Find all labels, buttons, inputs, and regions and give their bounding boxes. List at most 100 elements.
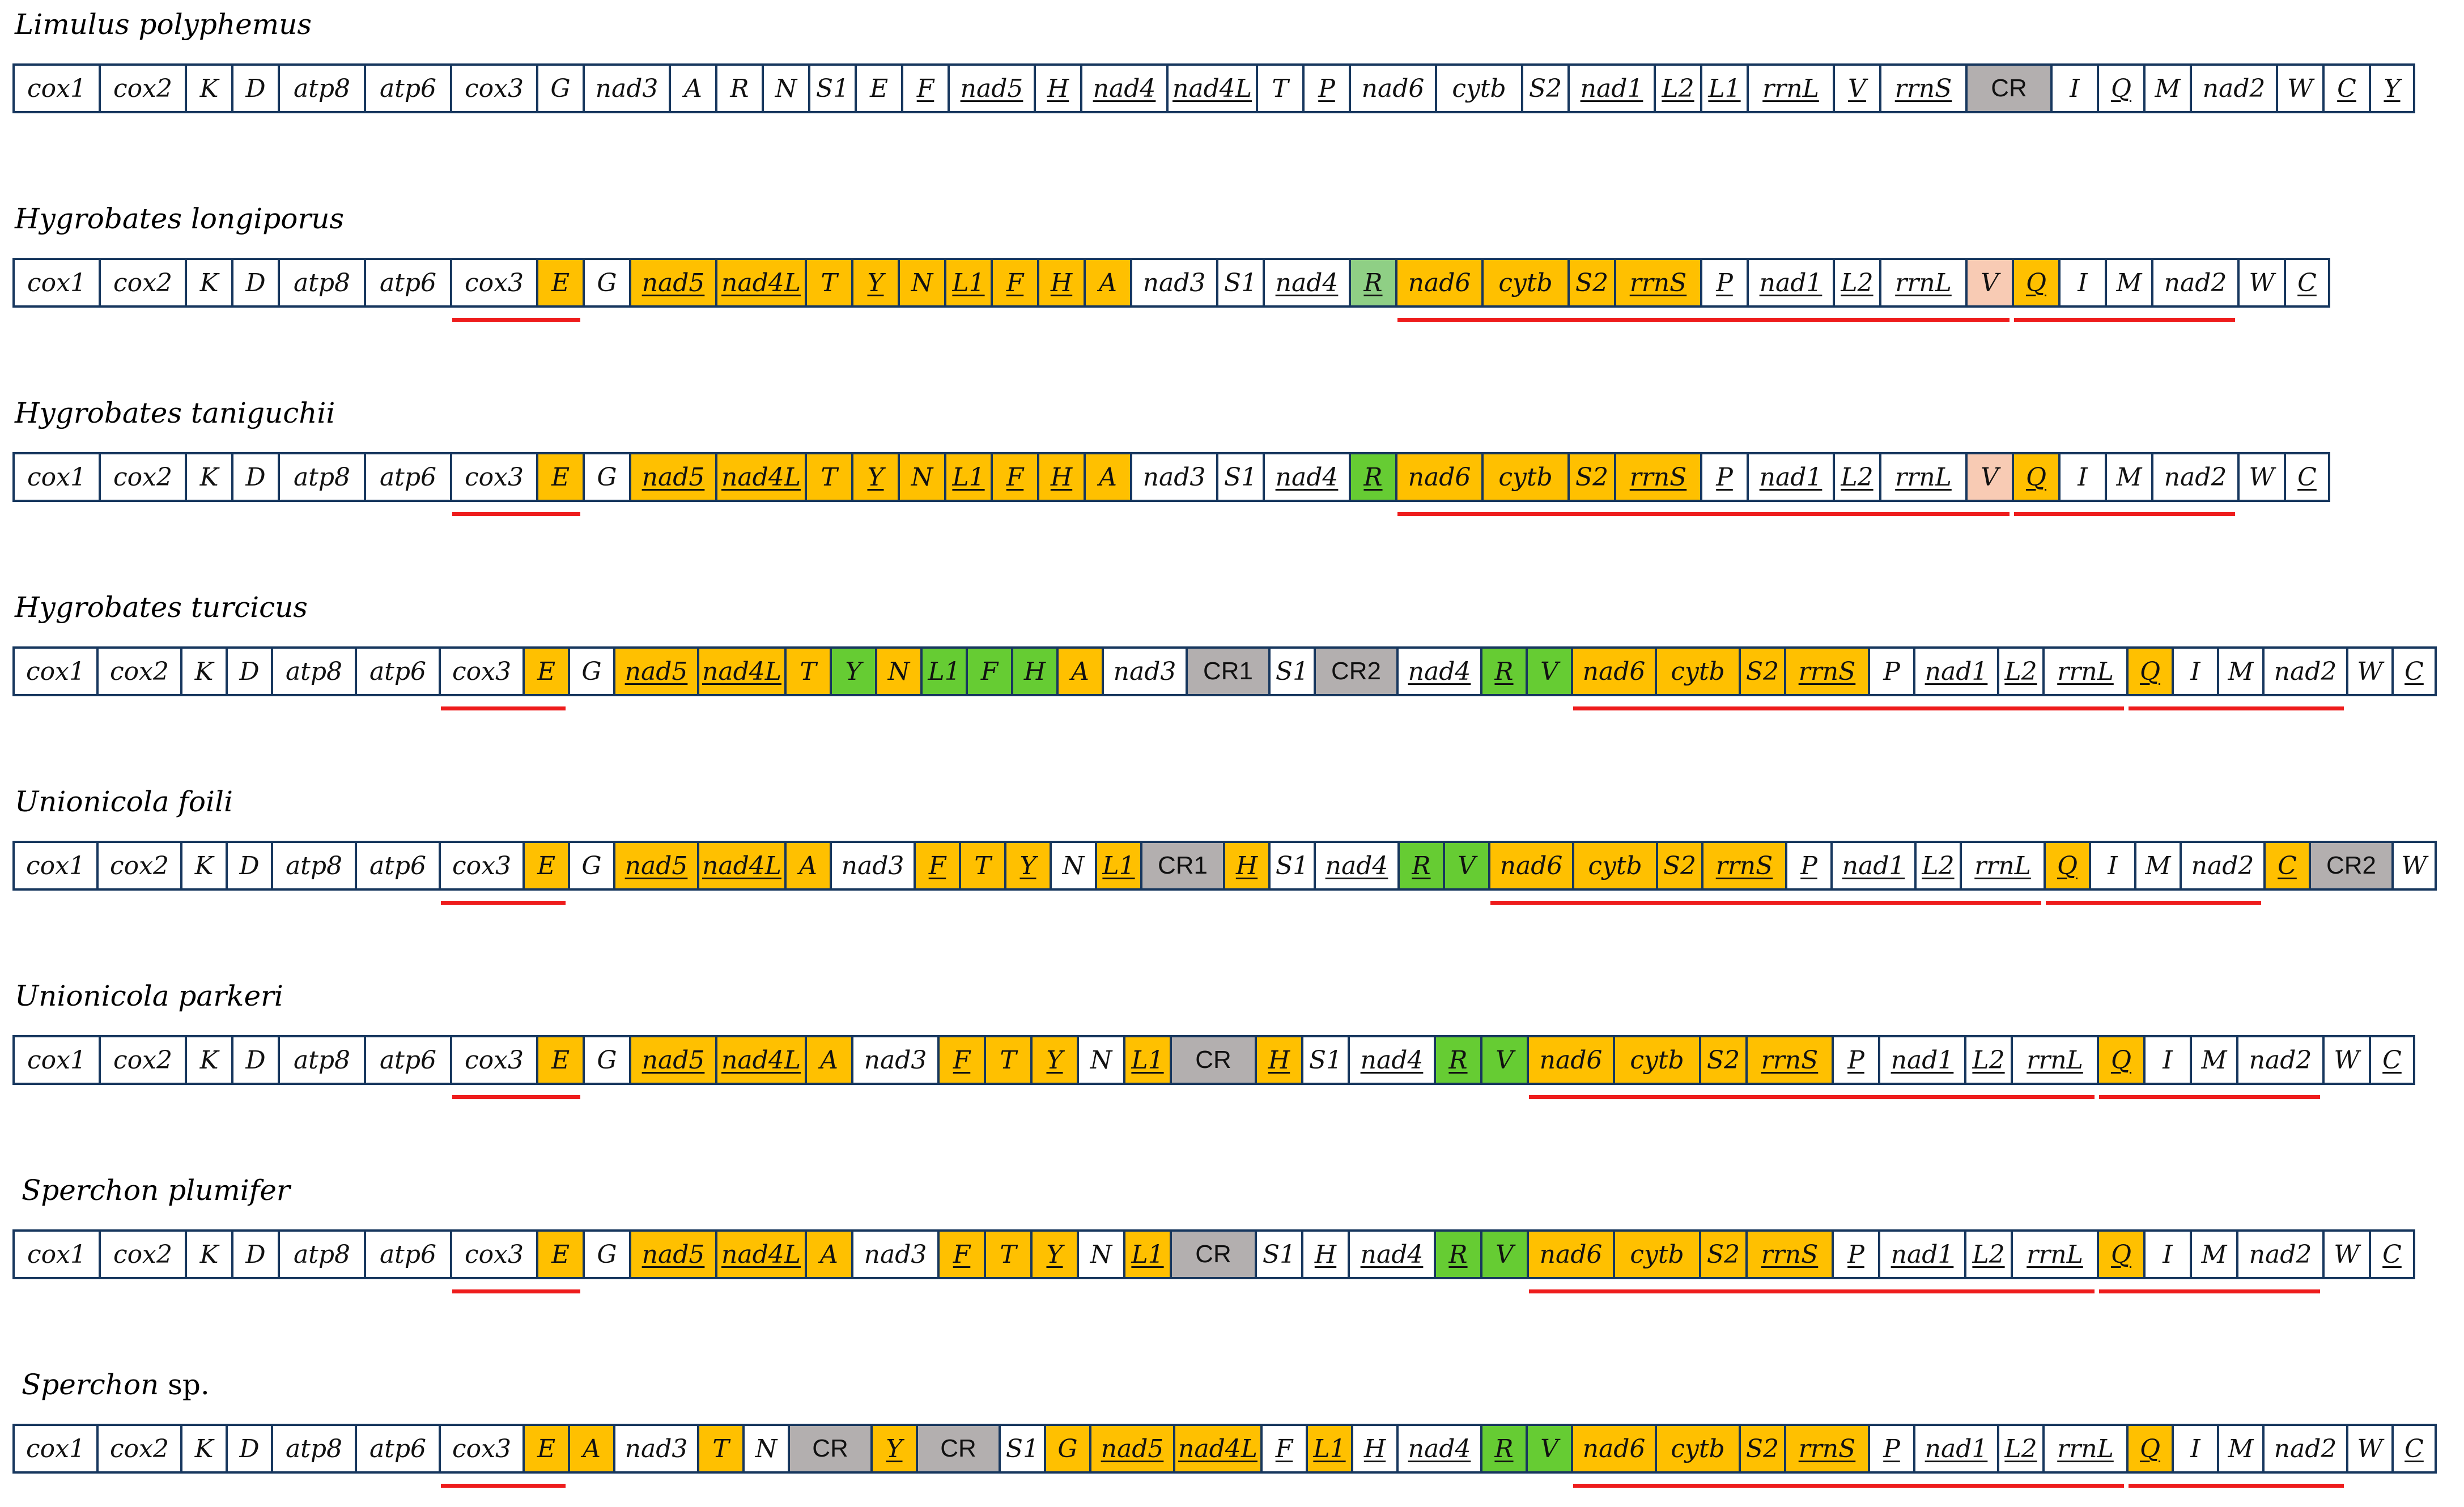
gene-label: CR	[1991, 74, 2027, 102]
gene-label: G	[597, 268, 617, 297]
gene-label: atp8	[285, 657, 343, 686]
gene-nad3: nad3	[851, 1035, 937, 1085]
gene-cox3: cox3	[439, 841, 522, 891]
gene-cox3: cox3	[450, 1035, 536, 1085]
gene-label: N	[887, 657, 910, 686]
gene-cr-region: CR	[1965, 63, 2050, 113]
gene-e: E	[522, 1424, 568, 1474]
gene-label: cox2	[110, 1434, 169, 1463]
gene-label: nad4L	[721, 1045, 801, 1075]
gene-f: F	[991, 258, 1037, 308]
gene-h: H	[1255, 1035, 1301, 1085]
gene-label: K	[194, 1434, 214, 1463]
gene-label: rrnL	[1895, 462, 1952, 492]
gene-cox2: cox2	[99, 63, 185, 113]
gene-label: E	[537, 1434, 556, 1463]
gene-q: Q	[2012, 258, 2058, 308]
gene-l1: L1	[944, 258, 991, 308]
gene-l1: L1	[1123, 1035, 1170, 1085]
gene-label: nad6	[1499, 851, 1563, 880]
gene-cytb: cytb	[1481, 258, 1567, 308]
gene-label: nad4	[1275, 268, 1339, 297]
gene-rrns: rrnS	[1784, 646, 1868, 696]
gene-nad3: nad3	[1130, 258, 1216, 308]
gene-cr-region: CR	[1170, 1229, 1255, 1279]
gene-c: C	[2391, 646, 2437, 696]
gene-atp6: atp6	[364, 1035, 450, 1085]
gene-nad5: nad5	[629, 1035, 715, 1085]
rearranged-block-underline	[2099, 1095, 2320, 1099]
gene-label: nad2	[2202, 74, 2266, 103]
gene-c: C	[2263, 841, 2309, 891]
gene-label: C	[2297, 462, 2317, 492]
gene-label: nad5	[1101, 1434, 1164, 1463]
gene-h: H	[1351, 1424, 1396, 1474]
gene-label: A	[583, 1434, 601, 1463]
gene-atp6: atp6	[355, 1424, 439, 1474]
gene-h: H	[1011, 646, 1056, 696]
gene-nad5: nad5	[629, 258, 715, 308]
gene-atp6: atp6	[364, 1229, 450, 1279]
rearranged-block-underline	[2129, 706, 2344, 710]
gene-nad6: nad6	[1527, 1035, 1613, 1085]
rearranged-block-underline	[452, 318, 580, 322]
gene-label: K	[194, 657, 214, 686]
gene-label: rrnS	[1761, 1240, 1819, 1269]
gene-label: R	[1412, 851, 1431, 880]
gene-label: L1	[952, 462, 985, 492]
gene-atp8: atp8	[278, 452, 364, 502]
gene-label: nad4	[1275, 462, 1339, 492]
gene-f: F	[937, 1229, 984, 1279]
gene-rrnl: rrnL	[2042, 1424, 2126, 1474]
gene-label: E	[551, 268, 570, 297]
gene-label: L1	[1708, 74, 1741, 103]
gene-s1: S1	[1255, 1229, 1301, 1279]
gene-n: N	[898, 258, 944, 308]
gene-rrnl: rrnL	[2042, 646, 2126, 696]
gene-c: C	[2369, 1229, 2415, 1279]
gene-l2: L2	[1833, 258, 1879, 308]
gene-t: T	[697, 1424, 742, 1474]
gene-label: F	[980, 657, 999, 686]
gene-q: Q	[2044, 841, 2089, 891]
gene-atp6: atp6	[364, 452, 450, 502]
gene-label: nad5	[625, 657, 688, 686]
gene-label: nad6	[1539, 1045, 1603, 1075]
gene-label: H	[1268, 1045, 1290, 1075]
gene-nad3: nad3	[583, 63, 669, 113]
gene-label: Y	[1046, 1240, 1063, 1269]
gene-label: rrnL	[1974, 851, 2031, 880]
gene-p: P	[1868, 646, 1913, 696]
gene-rrnl: rrnL	[1747, 63, 1833, 113]
gene-label: T	[821, 462, 838, 492]
gene-n: N	[762, 63, 808, 113]
gene-nad5: nad5	[1089, 1424, 1173, 1474]
gene-rrnl: rrnL	[2011, 1035, 2097, 1085]
gene-g: G	[1044, 1424, 1089, 1474]
gene-label: F	[916, 74, 934, 103]
gene-w: W	[2276, 63, 2322, 113]
gene-label: I	[2078, 462, 2088, 492]
gene-a: A	[669, 63, 715, 113]
gene-label: cox3	[452, 657, 511, 686]
gene-e: E	[522, 646, 568, 696]
gene-nad1: nad1	[1747, 452, 1833, 502]
gene-n: N	[875, 646, 920, 696]
gene-s1: S1	[1268, 841, 1314, 891]
species-name-text: Hygrobates longiporus	[15, 202, 345, 235]
gene-cr-region: CR	[1170, 1035, 1255, 1085]
gene-e: E	[855, 63, 901, 113]
gene-i: I	[2058, 452, 2105, 502]
rearranged-block-underline	[2014, 512, 2235, 516]
gene-atp6: atp6	[364, 63, 450, 113]
gene-label: nad3	[864, 1240, 927, 1269]
gene-label: G	[597, 462, 617, 492]
gene-label: cox3	[465, 268, 524, 297]
rearranged-block-underline	[1397, 512, 2010, 516]
gene-label: cox1	[26, 657, 85, 686]
species-name: Hygrobates longiporus	[15, 205, 344, 233]
gene-n: N	[1077, 1035, 1123, 1085]
gene-label: F	[953, 1045, 971, 1075]
